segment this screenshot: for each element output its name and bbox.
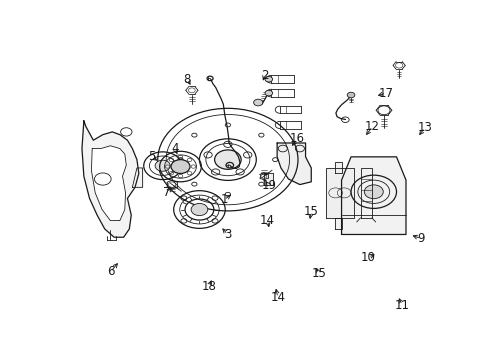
Circle shape [264, 76, 272, 82]
Text: 14: 14 [270, 291, 285, 304]
Polygon shape [277, 143, 310, 185]
Text: 18: 18 [201, 280, 216, 293]
Text: 4: 4 [171, 142, 178, 155]
Circle shape [214, 150, 241, 169]
Text: 16: 16 [289, 132, 304, 145]
Text: 5: 5 [148, 150, 156, 163]
Polygon shape [264, 174, 273, 185]
Text: 3: 3 [224, 228, 231, 241]
Text: 13: 13 [417, 121, 431, 134]
Polygon shape [91, 146, 126, 221]
Circle shape [346, 92, 354, 98]
Circle shape [171, 159, 189, 174]
Text: 14: 14 [260, 214, 275, 227]
Circle shape [155, 160, 170, 171]
Text: 15: 15 [311, 267, 325, 280]
Polygon shape [132, 168, 142, 187]
Circle shape [364, 185, 383, 199]
Polygon shape [334, 218, 341, 229]
Text: 12: 12 [365, 120, 379, 133]
Circle shape [191, 203, 207, 216]
Polygon shape [341, 157, 405, 234]
Polygon shape [325, 168, 353, 218]
Polygon shape [334, 162, 341, 174]
Polygon shape [82, 121, 139, 237]
Text: 1: 1 [220, 193, 227, 206]
Text: 2: 2 [261, 68, 268, 82]
Circle shape [253, 99, 262, 106]
Circle shape [264, 90, 272, 96]
Text: 6: 6 [106, 265, 114, 278]
Text: 7: 7 [163, 186, 171, 199]
Text: 10: 10 [360, 251, 375, 264]
Text: 17: 17 [378, 87, 393, 100]
Text: 11: 11 [394, 299, 409, 312]
Text: 15: 15 [303, 205, 318, 218]
Text: 8: 8 [183, 73, 191, 86]
Text: 9: 9 [417, 232, 424, 245]
Text: 19: 19 [261, 179, 276, 192]
